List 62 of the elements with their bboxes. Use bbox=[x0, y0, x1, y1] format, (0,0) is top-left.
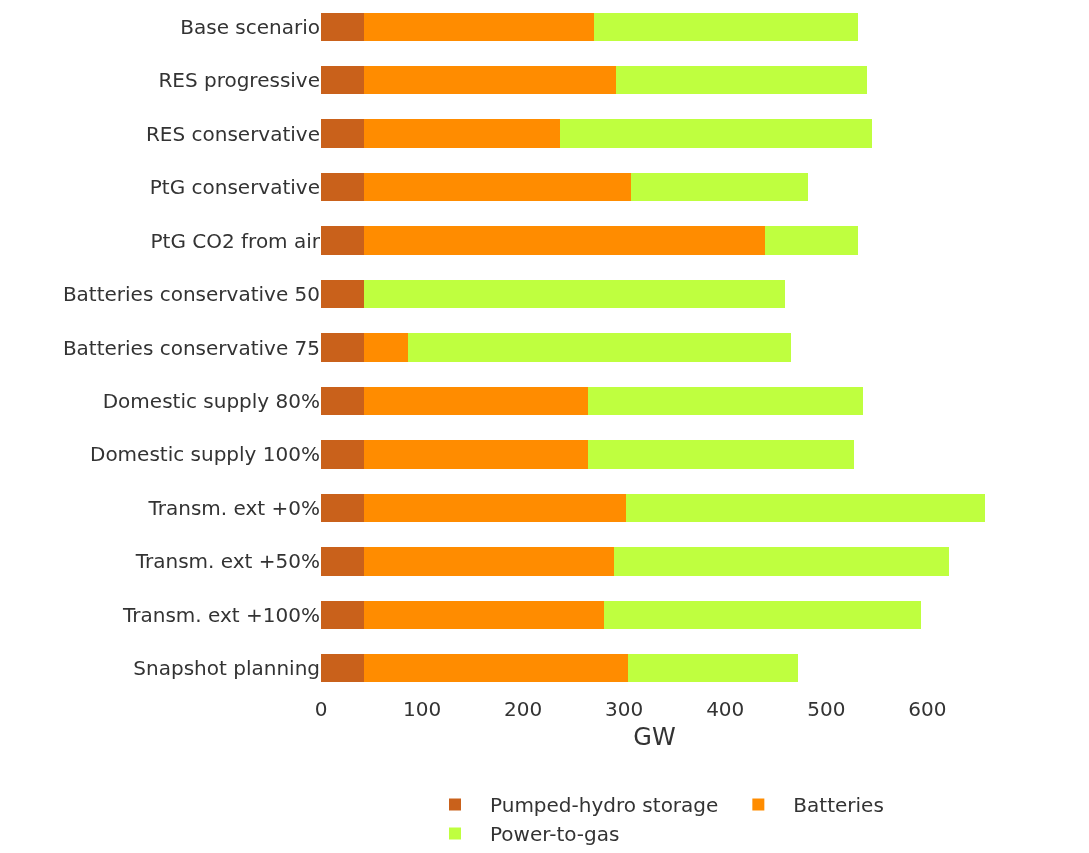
legend-label: Power-to-gas bbox=[490, 822, 620, 847]
y-tick-label: Transm. ext +100% bbox=[122, 602, 320, 627]
x-tick-label: 500 bbox=[807, 697, 846, 721]
bar bbox=[593, 12, 858, 41]
bar bbox=[364, 172, 632, 202]
bar bbox=[364, 600, 604, 629]
x-tick-label: 100 bbox=[402, 697, 442, 721]
y-tick-label: Batteries conservative 50 bbox=[62, 282, 320, 307]
bar bbox=[603, 600, 922, 629]
bar bbox=[321, 440, 365, 469]
y-tick-label: Domestic supply 100% bbox=[89, 442, 320, 467]
x-tick-label: 300 bbox=[605, 697, 644, 721]
x-tick-label: 400 bbox=[706, 697, 745, 721]
bar bbox=[364, 547, 615, 576]
y-tick-label: RES conservative bbox=[145, 121, 320, 146]
bar bbox=[631, 172, 809, 202]
bar bbox=[364, 66, 617, 95]
x-axis-title: GW bbox=[633, 723, 676, 752]
y-tick-label: RES progressive bbox=[158, 68, 320, 93]
x-tick-label: 600 bbox=[908, 697, 947, 721]
bar bbox=[321, 172, 365, 202]
bar bbox=[321, 12, 365, 41]
bar bbox=[628, 654, 799, 683]
bar bbox=[764, 226, 858, 255]
y-tick-label: Domestic supply 80% bbox=[102, 388, 320, 413]
bar bbox=[614, 547, 949, 576]
bar bbox=[321, 66, 365, 95]
bar bbox=[364, 654, 629, 683]
bar bbox=[587, 386, 863, 416]
bar bbox=[321, 547, 365, 576]
y-tick-label: PtG conservative bbox=[149, 175, 320, 200]
bar bbox=[321, 226, 365, 255]
bar bbox=[626, 493, 985, 523]
bar bbox=[559, 119, 872, 148]
y-tick-label: Batteries conservative 75 bbox=[62, 335, 320, 360]
bar bbox=[616, 66, 867, 95]
bar bbox=[321, 333, 365, 362]
x-tick-label: 200 bbox=[504, 697, 543, 721]
legend-label: Batteries bbox=[793, 793, 884, 818]
bar bbox=[364, 493, 627, 523]
y-tick-label: Base scenario bbox=[180, 14, 320, 39]
bar bbox=[407, 333, 791, 362]
legend-label: Pumped-hydro storage bbox=[490, 793, 719, 818]
bar bbox=[321, 493, 365, 523]
bar bbox=[321, 654, 365, 683]
bar bbox=[321, 279, 365, 309]
y-tick-label: Transm. ext +50% bbox=[134, 549, 320, 574]
bar bbox=[321, 600, 365, 629]
bar bbox=[364, 12, 594, 41]
y-tick-label: PtG CO2 from air bbox=[150, 228, 321, 253]
bar bbox=[321, 119, 365, 148]
x-tick-label: 0 bbox=[314, 697, 328, 721]
y-tick-label: Snapshot planning bbox=[133, 656, 320, 681]
bar bbox=[364, 226, 765, 255]
bar bbox=[364, 386, 588, 416]
bar bbox=[364, 279, 785, 309]
bar bbox=[321, 386, 365, 416]
bar bbox=[364, 333, 408, 362]
y-tick-label: Transm. ext +0% bbox=[147, 495, 320, 520]
bar bbox=[587, 440, 854, 469]
bar bbox=[364, 119, 560, 148]
bar bbox=[364, 440, 588, 469]
